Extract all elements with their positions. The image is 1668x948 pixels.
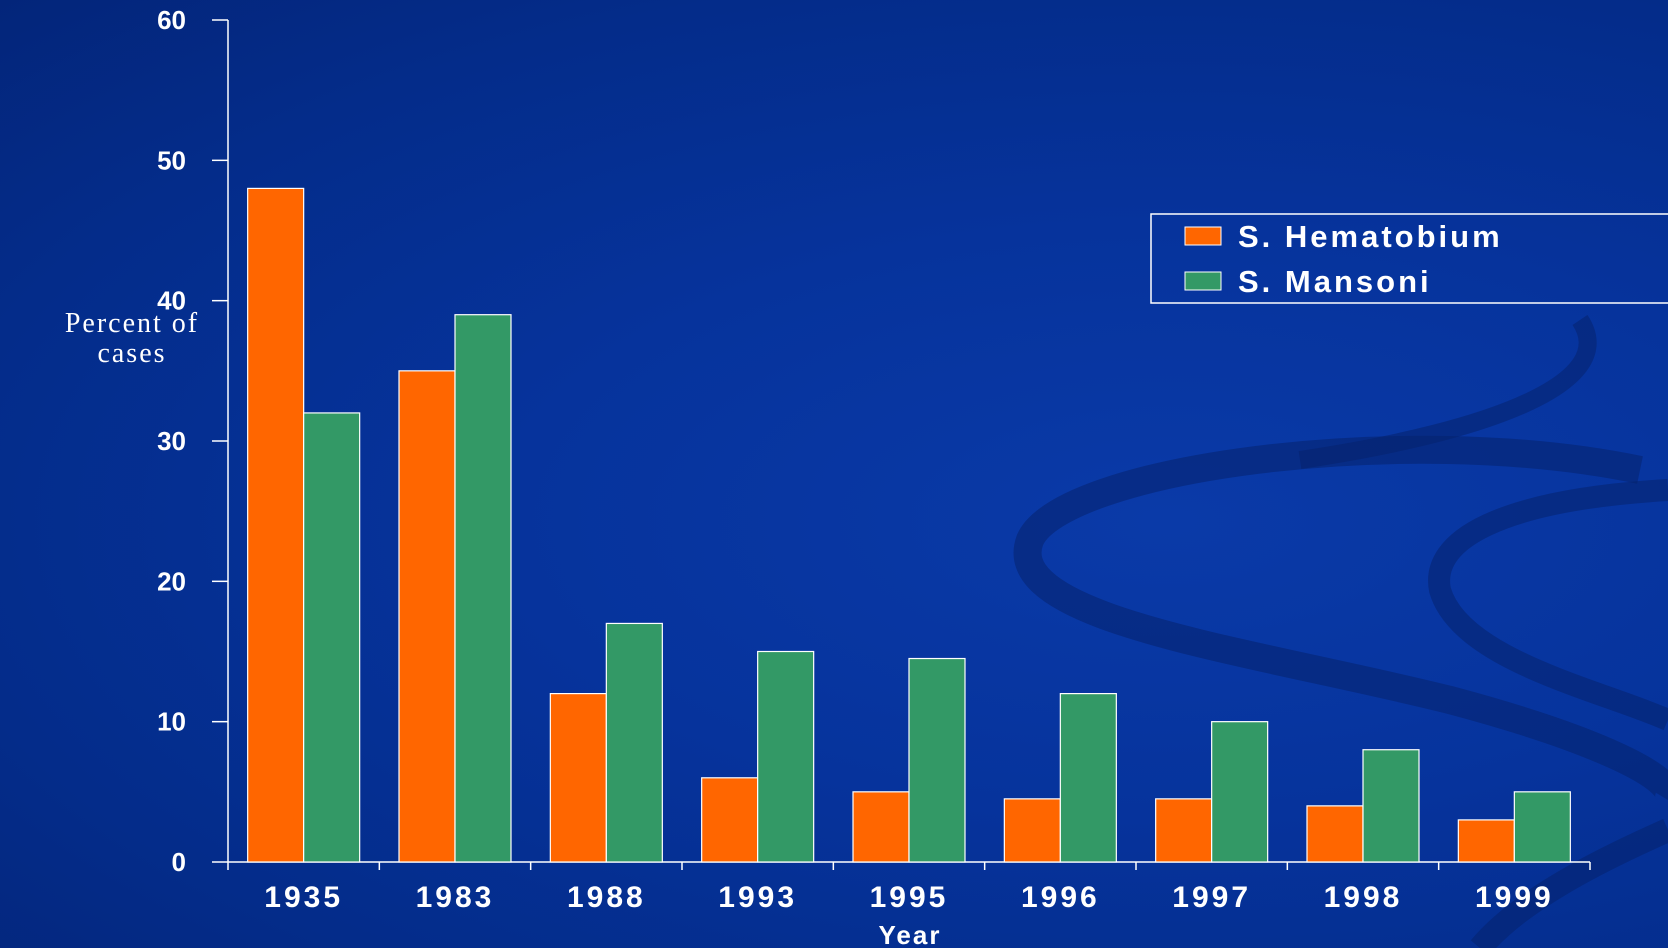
bar-hematobium-1995 <box>852 791 910 863</box>
bar-mansoni-1998 <box>1362 749 1420 863</box>
bar-hematobium-1998 <box>1306 805 1364 863</box>
bar-hematobium-1999 <box>1457 819 1515 863</box>
bar-mansoni-1999 <box>1513 791 1571 863</box>
x-axis: 1935 1983 1988 1993 1995 1996 1997 1998 1999 <box>227 861 1591 914</box>
x-tick-label: 1983 <box>416 881 495 914</box>
bar-mansoni-1988 <box>605 622 663 863</box>
x-tick-label: 1996 <box>1021 881 1100 914</box>
y-axis-title-line-1: Percent of <box>65 308 199 339</box>
legend-swatch-mansoni <box>1184 271 1222 291</box>
y-axis-title-line-2: cases <box>97 338 166 369</box>
x-tick-label: 1935 <box>264 881 343 914</box>
bar-mansoni-1935 <box>303 412 361 863</box>
bar-hematobium-1988 <box>549 692 607 863</box>
background-swirl <box>1013 315 1668 948</box>
legend-box <box>1150 213 1668 304</box>
bar-hematobium-1983 <box>398 370 456 863</box>
y-tick-label: 50 <box>157 145 186 175</box>
x-tick-label: 1997 <box>1172 881 1251 914</box>
bar-hematobium-1996 <box>1003 798 1061 863</box>
y-axis: 0 10 20 30 40 50 60 <box>157 5 229 877</box>
y-tick-label: 10 <box>157 707 186 737</box>
legend-label-mansoni: S. Mansoni <box>1238 264 1432 299</box>
x-axis-title: Year <box>879 920 942 948</box>
bar-mansoni-1996 <box>1059 692 1117 863</box>
x-tick-label: 1993 <box>718 881 797 914</box>
x-tick-label: 1995 <box>870 881 949 914</box>
bar-mansoni-1995 <box>908 657 966 863</box>
bar-hematobium-1993 <box>701 777 759 863</box>
y-tick-label: 40 <box>157 286 186 316</box>
legend: S. Hematobium S. Mansoni <box>1150 213 1668 304</box>
bar-hematobium-1997 <box>1155 798 1213 863</box>
x-tick-label: 1988 <box>567 881 646 914</box>
bar-mansoni-1993 <box>757 650 815 863</box>
x-tick-label: 1999 <box>1475 881 1554 914</box>
legend-label-hematobium: S. Hematobium <box>1238 219 1503 254</box>
bar-mansoni-1997 <box>1211 721 1269 863</box>
y-tick-label: 0 <box>172 847 186 877</box>
bar-mansoni-1983 <box>454 314 512 863</box>
legend-swatch-hematobium <box>1184 226 1222 246</box>
y-tick-label: 30 <box>157 426 186 456</box>
bars <box>247 187 1571 863</box>
x-tick-label: 1998 <box>1324 881 1403 914</box>
y-tick-label: 20 <box>157 566 186 596</box>
y-tick-label: 60 <box>157 5 186 35</box>
y-axis-title: Percent of cases <box>65 308 199 369</box>
bar-hematobium-1935 <box>247 187 305 863</box>
